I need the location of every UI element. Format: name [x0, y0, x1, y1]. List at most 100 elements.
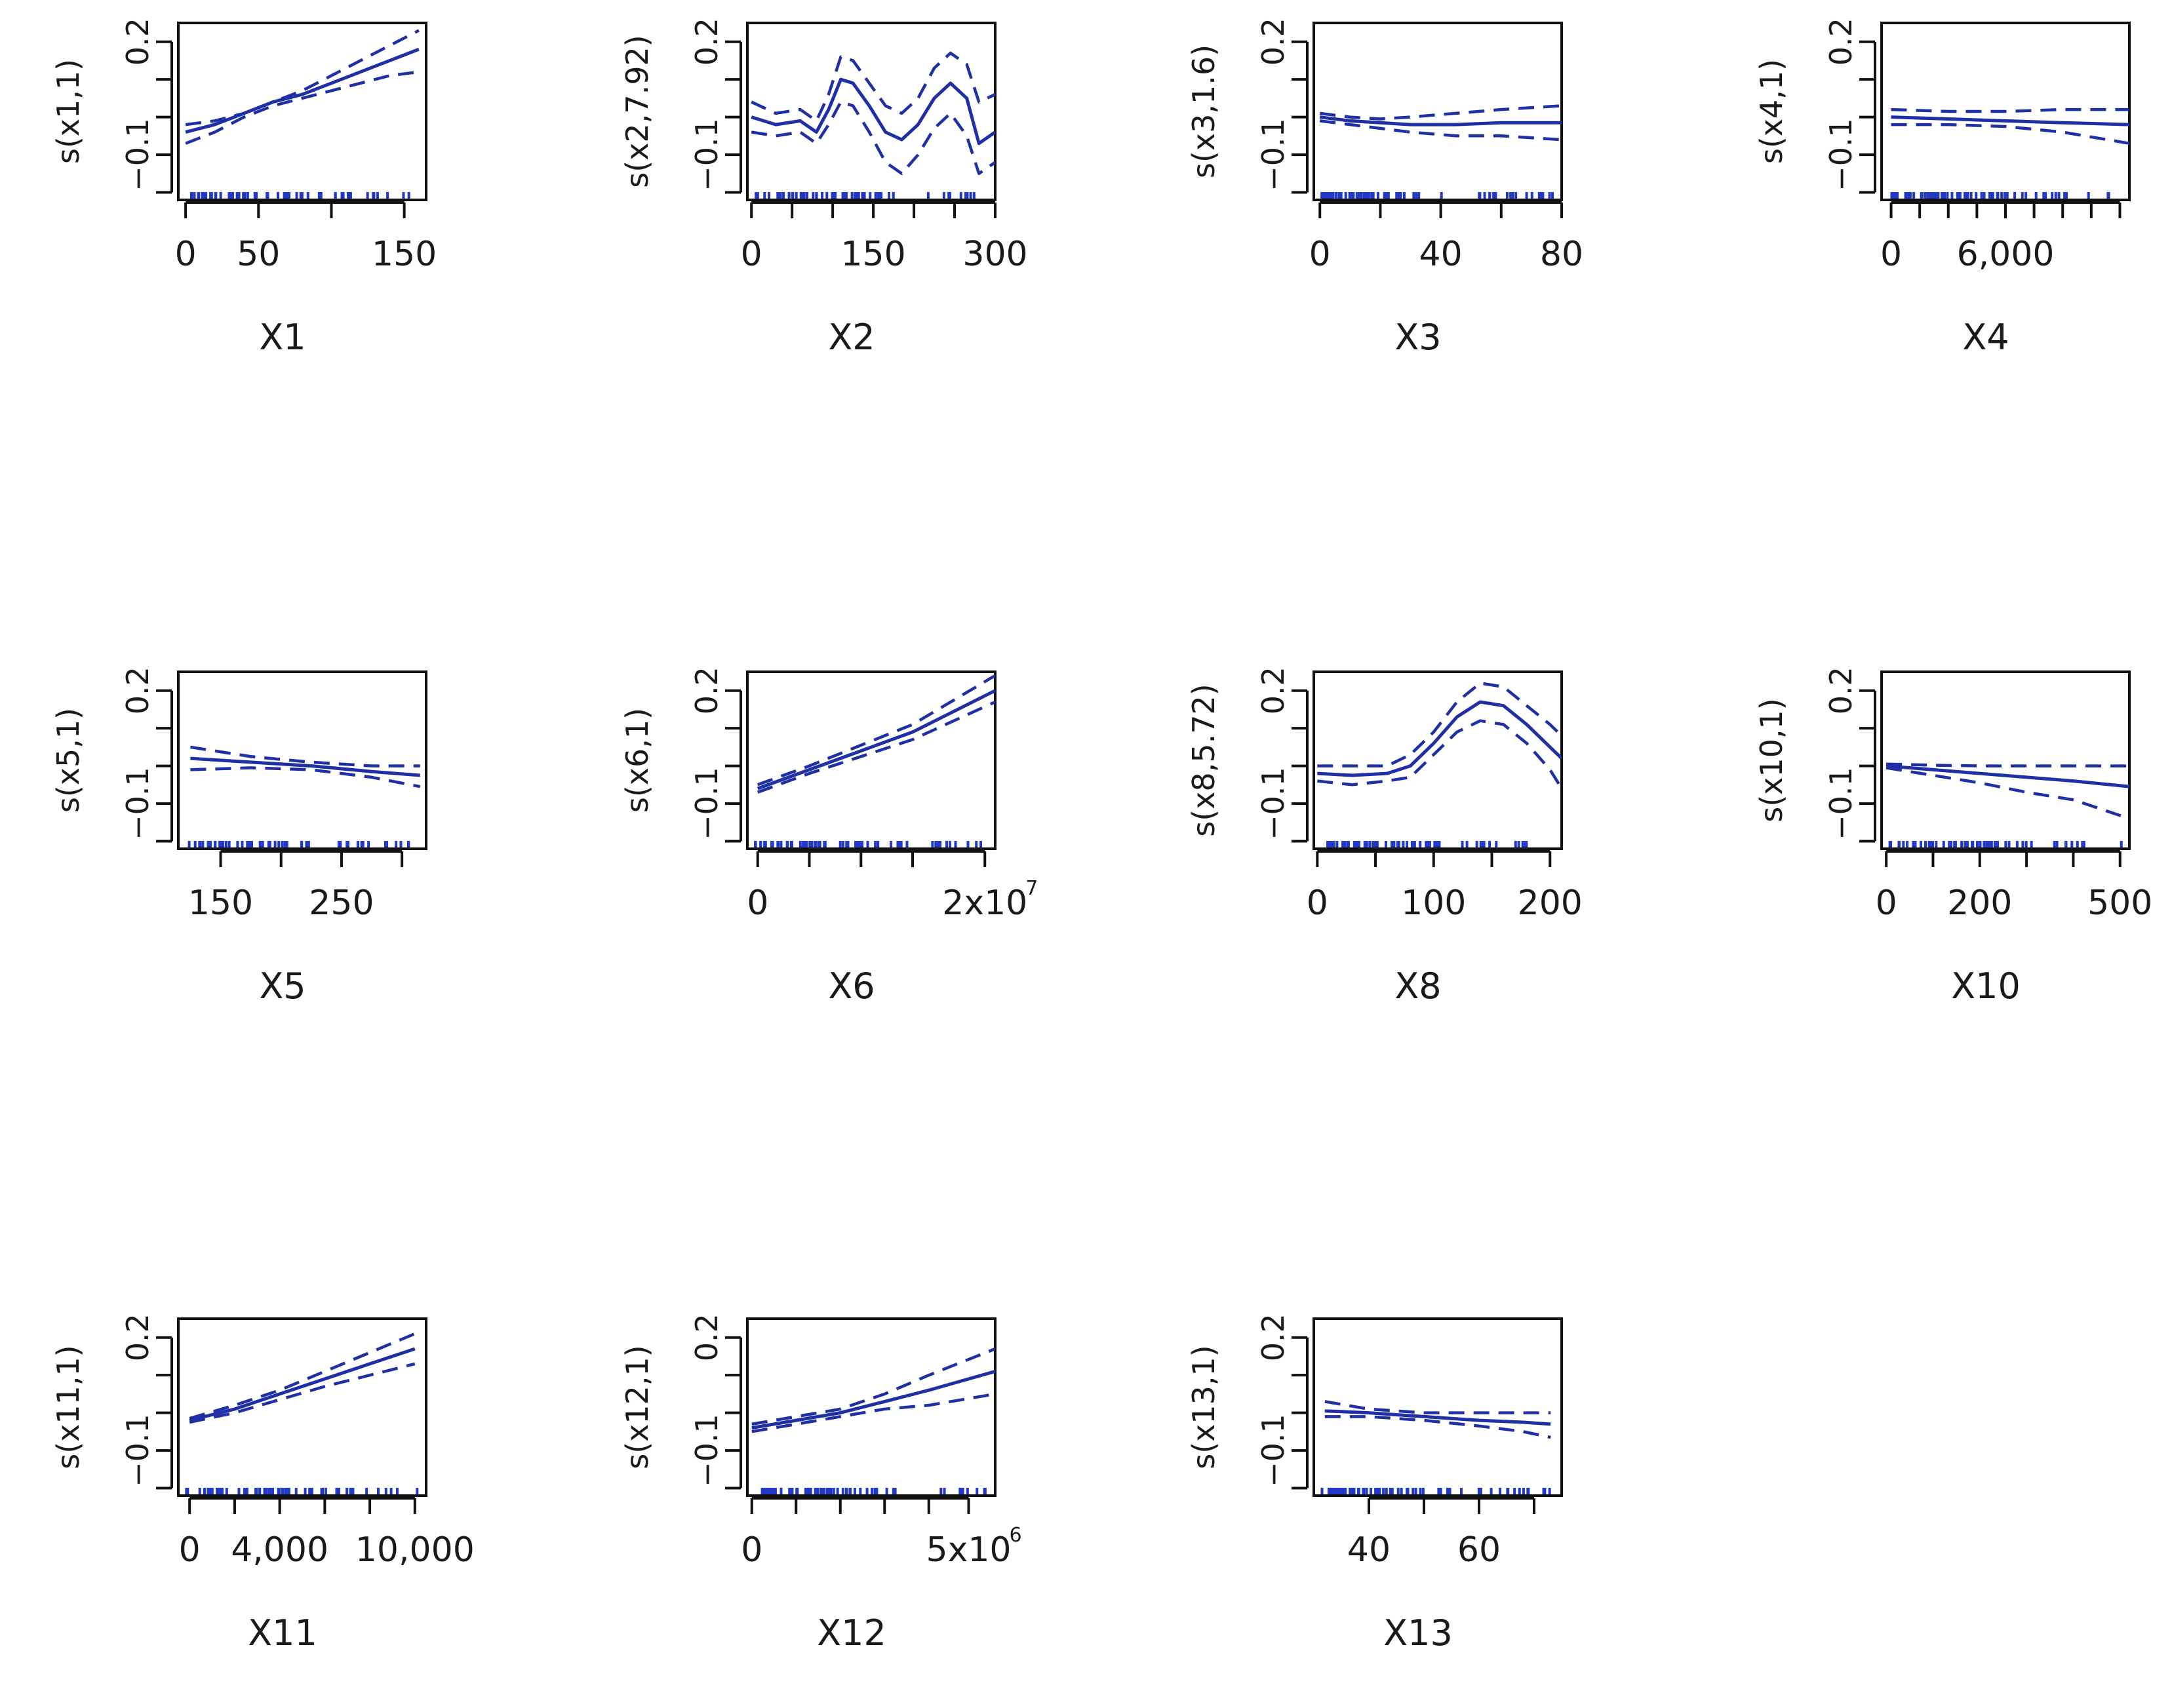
plot-frame	[1880, 670, 2131, 850]
series-upper-line	[757, 674, 995, 786]
y-axis-label: s(x1,1)	[50, 59, 86, 164]
series-estimate-line	[185, 47, 420, 134]
x-tick-label: 4,000	[231, 1530, 328, 1570]
series-lower-line	[1317, 719, 1562, 790]
series-estimate-line	[1886, 764, 2129, 788]
series-estimate-line	[751, 1369, 995, 1430]
plot-frame	[746, 670, 997, 850]
plot-frame	[177, 670, 427, 850]
y-tick-label: −0.1	[1823, 118, 1859, 191]
rug-marks	[755, 192, 976, 199]
x-tick-label: 150	[840, 235, 905, 274]
y-tick-label: −0.1	[689, 767, 724, 840]
rug-marks	[1326, 841, 1528, 847]
series-estimate-line	[1319, 115, 1562, 126]
x-tick-label: 0	[175, 235, 197, 274]
x-tick-label: 0	[741, 235, 762, 274]
panel-x11: −0.1 0.2 s(x11,1) 0 4,000 10,000 X11	[50, 1313, 475, 1654]
series-upper-line	[1891, 107, 2129, 113]
x-tick-label: 0	[747, 883, 768, 923]
y-tick-label: −0.1	[120, 1414, 155, 1487]
y-tick-label: 0.2	[1255, 1313, 1291, 1361]
x-axis-label: X8	[1394, 965, 1441, 1007]
y-tick-label: 0.2	[689, 18, 724, 66]
y-tick-label: −0.1	[1255, 767, 1291, 840]
series-estimate-line	[757, 689, 995, 790]
x-axis-label: X10	[1951, 965, 2021, 1007]
y-axis-label: s(x13,1)	[1186, 1345, 1221, 1469]
plot-frame	[1313, 22, 1563, 201]
y-tick-label: −0.1	[1823, 767, 1859, 840]
x-tick-label: 80	[1540, 235, 1583, 274]
x-tick-label: 150	[372, 235, 437, 274]
x-axis-label: X11	[248, 1612, 317, 1654]
series-upper-line	[185, 29, 420, 126]
series-lower-line	[190, 766, 421, 788]
x-tick-label: 200	[1947, 883, 2012, 923]
series-estimate-line	[190, 756, 420, 777]
y-tick-label: 0.2	[689, 1313, 724, 1361]
x-axis-label: X4	[1962, 317, 2009, 358]
x-axis-label: X5	[259, 965, 306, 1007]
rug-marks	[188, 841, 410, 847]
y-axis-label: s(x5,1)	[50, 708, 86, 813]
y-tick-label: 0.2	[120, 1313, 155, 1361]
series-lower-line	[1891, 123, 2129, 146]
y-axis-label: s(x10,1)	[1754, 698, 1789, 823]
y-tick-label: −0.1	[1255, 1414, 1291, 1487]
y-axis-label: s(x12,1)	[620, 1345, 655, 1469]
rug-marks	[1888, 841, 2123, 847]
series-estimate-line	[751, 77, 995, 146]
panel-x4: −0.1 0.2 s(x4,1) 0 6,000 X4	[1754, 18, 2131, 358]
x-axis-label: X6	[828, 965, 875, 1007]
plot-frame	[177, 1317, 427, 1497]
series-lower-line	[1324, 1415, 1551, 1439]
y-tick-label: −0.1	[689, 1414, 724, 1487]
x-tick-label: 40	[1347, 1530, 1391, 1570]
plot-frame	[746, 22, 997, 201]
y-tick-label: −0.1	[120, 767, 155, 840]
panel-x3: −0.1 0.2 s(x3,1.6) 0 40 80 X3	[1186, 18, 1583, 358]
rug-marks	[760, 1488, 987, 1494]
series-upper-line	[190, 745, 420, 767]
series-upper-line	[189, 1332, 416, 1420]
rug-marks	[185, 1488, 419, 1494]
rug-marks	[189, 192, 410, 199]
series-upper-line	[1886, 762, 2129, 767]
y-tick-label: 0.2	[120, 18, 155, 66]
x-tick-label: 2x10	[942, 883, 1027, 923]
x-tick-label: 10,000	[355, 1530, 475, 1570]
x-tick-label: 0	[1307, 883, 1328, 923]
rug-marks	[1320, 1488, 1551, 1494]
y-tick-label: 0.2	[1255, 667, 1291, 714]
y-axis-label: s(x3,1.6)	[1186, 45, 1221, 178]
x-axis-label: X3	[1394, 317, 1441, 358]
x-tick-label: 200	[1518, 883, 1583, 923]
y-axis-label: s(x8,5.72)	[1186, 684, 1221, 836]
x-tick-label: 60	[1457, 1530, 1501, 1570]
y-axis-label: s(x11,1)	[50, 1345, 86, 1469]
x-axis-label: X13	[1383, 1612, 1453, 1654]
series-lower-line	[751, 100, 995, 176]
plot-frame	[1313, 670, 1563, 850]
y-axis-label: s(x2,7.92)	[620, 35, 655, 187]
y-axis-label: s(x6,1)	[620, 708, 655, 813]
y-tick-label: 0.2	[1823, 18, 1859, 66]
series-lower-line	[185, 70, 420, 145]
series-lower-line	[1319, 119, 1562, 142]
series-estimate-line	[189, 1347, 416, 1422]
x-tick-label: 0	[179, 1530, 201, 1570]
x-axis-label: X12	[817, 1612, 886, 1654]
y-tick-label: −0.1	[120, 118, 155, 191]
y-tick-label: −0.1	[1255, 118, 1291, 191]
x-tick-label: 0	[1880, 235, 1902, 274]
series-lower-line	[757, 700, 995, 794]
panel-x1: −0.1 0.2 s(x1,1) 0 50 150 X1	[50, 18, 437, 358]
panel-x13: −0.1 0.2 s(x13,1) 40 60 X13	[1186, 1313, 1563, 1654]
x-tick-label: 150	[188, 883, 253, 923]
series-upper-line	[751, 1347, 995, 1426]
x-tick-label: 500	[2087, 883, 2152, 923]
series-estimate-line	[1324, 1409, 1551, 1426]
